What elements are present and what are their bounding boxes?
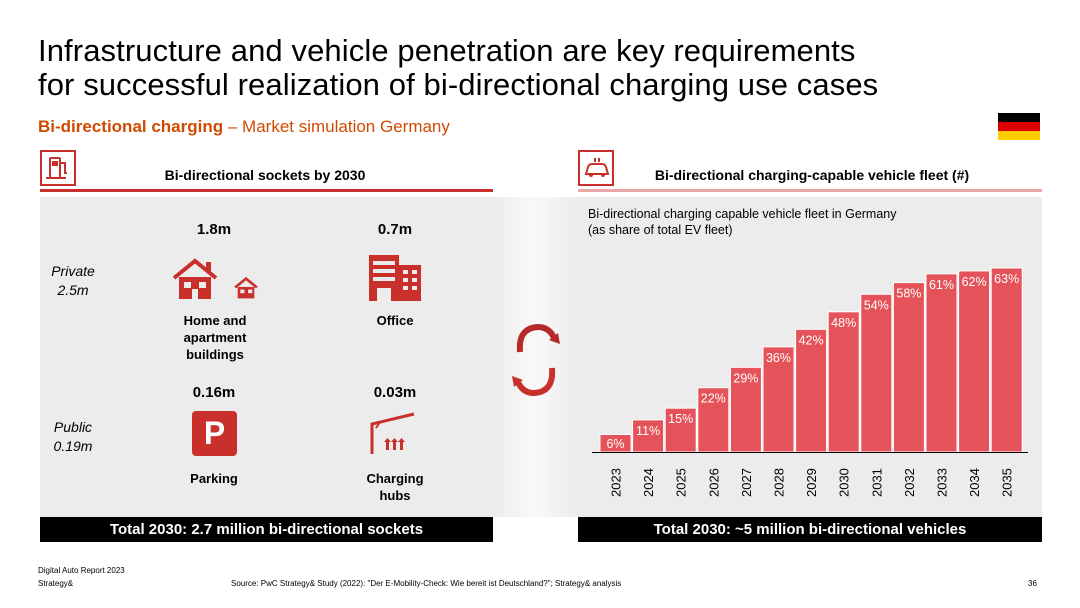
title-line-2: for successful realization of bi-directi… — [38, 67, 879, 102]
home-label: Home and apartment buildings — [183, 313, 247, 362]
x-tick-2032: 2032 — [902, 468, 917, 497]
germany-flag-icon — [998, 113, 1040, 140]
flag-stripe-gold — [998, 131, 1040, 140]
home-sockets-value: 1.8m — [196, 221, 232, 238]
bar-label-2029: 42% — [799, 333, 824, 347]
bar-label-2034: 62% — [962, 275, 987, 289]
x-tick-2030: 2030 — [837, 468, 852, 497]
bar-label-2035: 63% — [994, 272, 1019, 286]
parking-label: Parking — [190, 471, 238, 486]
bar-label-2030: 48% — [831, 316, 856, 330]
bar-2032 — [892, 282, 925, 453]
x-tick-2025: 2025 — [674, 468, 689, 497]
left-section-heading: Bi-directional sockets by 2030 — [164, 167, 366, 183]
page-subtitle: Bi-directional charging – Market simulat… — [38, 117, 450, 137]
x-tick-2035: 2035 — [1000, 468, 1015, 497]
chart-subtitle-line: (as share of total EV fleet) — [588, 223, 733, 237]
x-tick-2026: 2026 — [706, 468, 721, 497]
title-line-1: Infrastructure and vehicle penetration a… — [38, 33, 856, 68]
bar-2033 — [925, 273, 958, 453]
public-row-label: Public 0.19m — [53, 419, 93, 454]
bar-label-2028: 36% — [766, 351, 791, 365]
cycle-arrows-icon — [512, 323, 560, 397]
x-tick-2029: 2029 — [804, 468, 819, 497]
footer-brand: Strategy& — [38, 579, 74, 588]
x-tick-2033: 2033 — [935, 468, 950, 497]
parking-icon: P — [192, 411, 237, 456]
footer-source: Source: PwC Strategy& Study (2022): "Der… — [231, 579, 622, 588]
left-heading-underline — [40, 189, 493, 192]
hubs-sockets-value: 0.03m — [373, 384, 417, 401]
bar-2027 — [729, 366, 762, 453]
bar-label-2023: 6% — [606, 437, 624, 451]
fleet-share-bar-chart: 6% 2023 11% 2024 15% 2025 22% 2026 29% 2027 36% 202… — [592, 267, 1028, 497]
house-icon — [172, 258, 218, 299]
flag-stripe-black — [998, 113, 1040, 122]
chart-title: Bi-directional charging capable vehicle … — [588, 206, 897, 238]
bar-2031 — [860, 293, 893, 453]
x-tick-2023: 2023 — [609, 468, 624, 497]
private-row-label: Private 2.5m — [51, 263, 95, 298]
right-section-heading: Bi-directional charging-capable vehicle … — [654, 167, 970, 183]
bar-label-2025: 15% — [668, 412, 693, 426]
parking-letter: P — [203, 415, 226, 451]
bar-label-2027: 29% — [733, 371, 758, 385]
x-tick-2027: 2027 — [739, 468, 754, 497]
x-tick-2031: 2031 — [869, 468, 884, 497]
right-total-banner: Total 2030: ~5 million bi-directional ve… — [578, 517, 1042, 542]
hubs-label: Charging hubs — [366, 471, 424, 503]
bar-2034 — [958, 270, 991, 453]
charging-hub-icon — [370, 412, 415, 454]
office-label: Office — [376, 313, 414, 328]
panel-gap — [493, 197, 578, 517]
bar-label-2032: 58% — [896, 287, 921, 301]
office-building-icon — [369, 255, 421, 301]
left-total-banner: Total 2030: 2.7 million bi-directional s… — [40, 517, 493, 542]
charging-socket-icon — [40, 150, 76, 186]
x-tick-2034: 2034 — [967, 468, 982, 497]
bar-label-2024: 11% — [636, 424, 660, 438]
office-sockets-value: 0.7m — [377, 221, 413, 238]
parking-sockets-value: 0.16m — [192, 384, 236, 401]
subtitle-rest: – Market simulation Germany — [223, 117, 450, 136]
bar-label-2033: 61% — [929, 278, 954, 292]
x-tick-2024: 2024 — [641, 468, 656, 497]
electric-car-icon — [578, 150, 614, 186]
bar-2029 — [795, 328, 828, 453]
footer-report: Digital Auto Report 2023 — [38, 566, 125, 575]
bar-2028 — [762, 346, 795, 453]
x-tick-2028: 2028 — [772, 468, 787, 497]
page-title: Infrastructure and vehicle penetration a… — [38, 34, 1038, 102]
footer-page-number: 36 — [1028, 579, 1037, 588]
small-house-icon — [234, 277, 258, 299]
chart-title-line: Bi-directional charging capable vehicle … — [588, 207, 897, 221]
bar-2035 — [990, 267, 1023, 453]
right-heading-underline — [578, 189, 1042, 192]
flag-stripe-red — [998, 122, 1040, 131]
bar-2030 — [827, 311, 860, 453]
bar-label-2026: 22% — [701, 392, 726, 406]
subtitle-bold: Bi-directional charging — [38, 117, 224, 136]
bar-label-2031: 54% — [864, 298, 889, 312]
left-panel — [40, 197, 493, 517]
